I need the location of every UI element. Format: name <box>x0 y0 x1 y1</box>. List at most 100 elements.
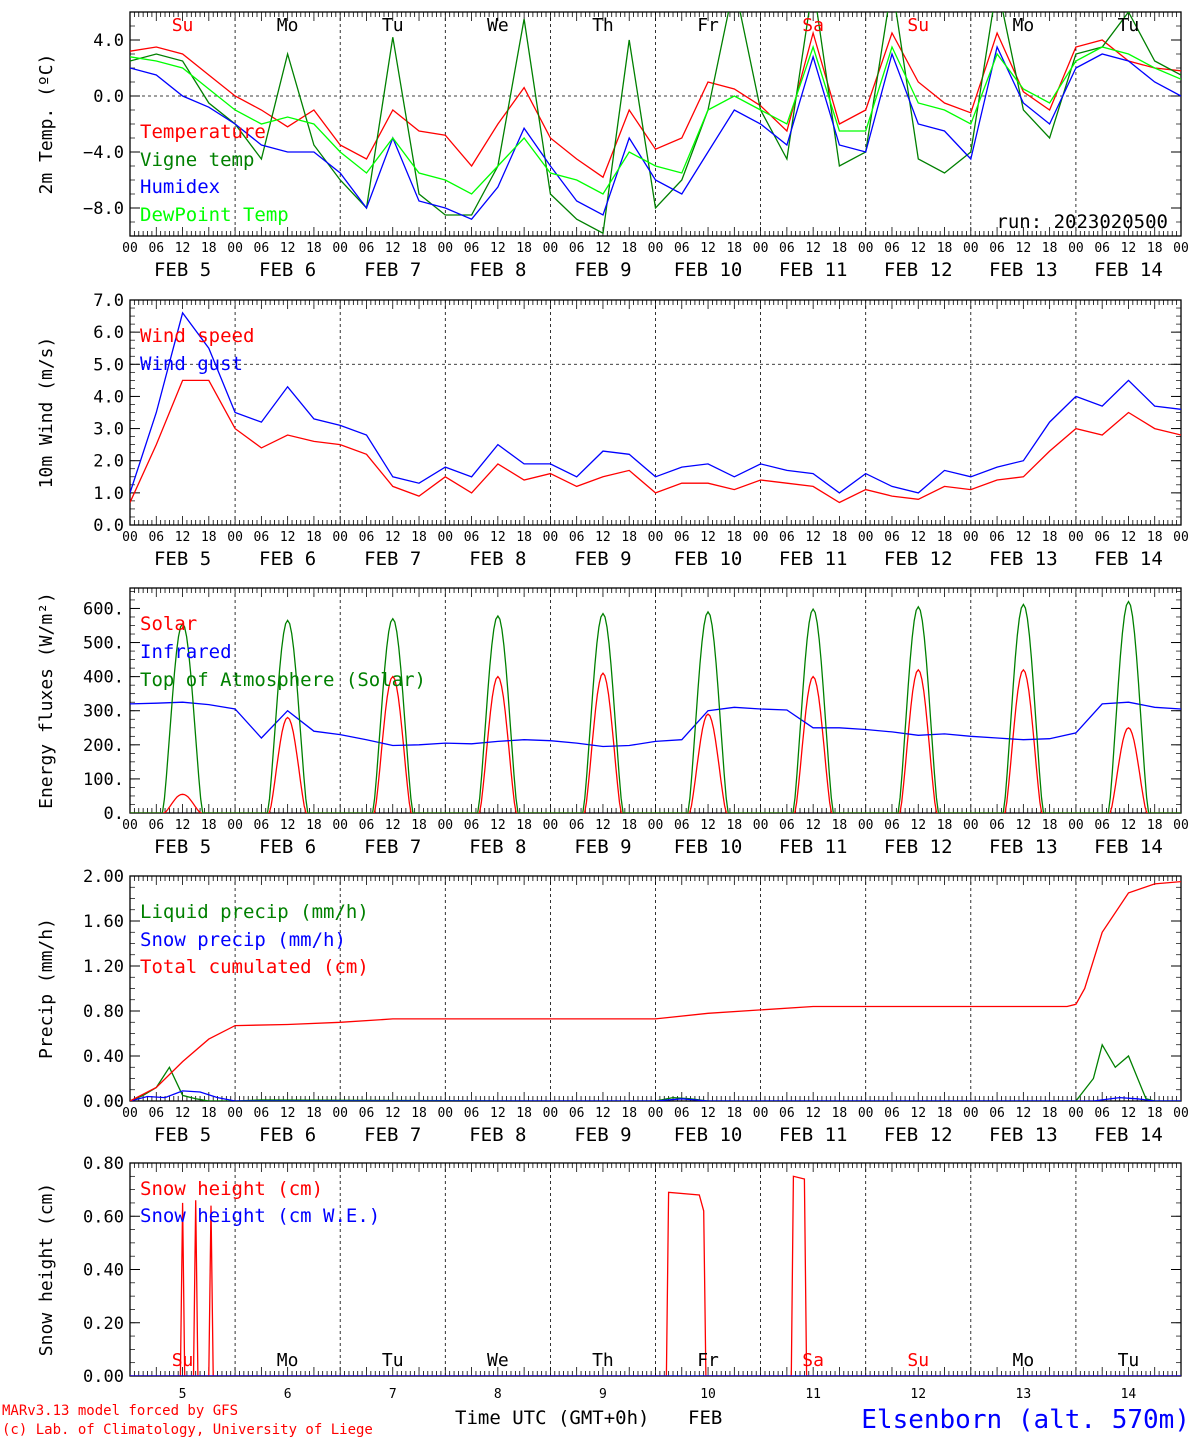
x-hour-tick-label: 12 <box>1121 1106 1137 1121</box>
y-tick-label: 0. <box>104 804 124 824</box>
x-hour-tick-label: 06 <box>464 530 480 545</box>
x-hour-tick-label: 12 <box>280 530 296 545</box>
y-tick-label: 4.0 <box>93 31 124 51</box>
x-day-number: 13 <box>1016 1387 1032 1402</box>
x-hour-tick-label: 06 <box>674 530 690 545</box>
x-hour-tick-label: 18 <box>201 241 217 256</box>
x-hour-tick-label: 00 <box>648 530 664 545</box>
x-hour-tick-label: 06 <box>254 530 270 545</box>
x-hour-tick-label: 06 <box>148 1106 164 1121</box>
x-hour-tick-label: 06 <box>884 1106 900 1121</box>
x-hour-tick-label: 18 <box>937 1106 953 1121</box>
x-hour-tick-label: 12 <box>910 530 926 545</box>
x-date-label: FEB 11 <box>779 259 848 281</box>
x-hour-tick-label: 00 <box>332 530 348 545</box>
x-date-label: FEB 13 <box>989 259 1058 281</box>
x-date-label: FEB 5 <box>154 259 211 281</box>
x-date-label: FEB 7 <box>364 1124 421 1146</box>
weekday-label: Su <box>907 15 929 36</box>
x-date-label: FEB 13 <box>989 836 1058 858</box>
x-hour-tick-label: 06 <box>989 1106 1005 1121</box>
x-hour-tick-label: 06 <box>779 530 795 545</box>
y-tick-label: 0.00 <box>83 1367 124 1387</box>
series-line-solar <box>130 668 1181 813</box>
x-date-label: FEB 9 <box>574 548 631 570</box>
y-tick-label: 2.00 <box>83 867 124 887</box>
legend-entry: DewPoint Temp <box>140 204 289 226</box>
weekday-label: Mo <box>1013 15 1035 36</box>
y-tick-label: 1.20 <box>83 957 124 977</box>
x-date-label: FEB 6 <box>259 548 316 570</box>
x-date-label: FEB 5 <box>154 836 211 858</box>
weekday-label: Tu <box>382 1350 404 1371</box>
y-tick-label: 0.00 <box>83 1092 124 1112</box>
legend-entry: Snow height (cm) <box>140 1178 323 1200</box>
x-date-label: FEB 8 <box>469 1124 526 1146</box>
x-date-label: FEB 9 <box>574 1124 631 1146</box>
x-hour-tick-label: 18 <box>411 1106 427 1121</box>
x-hour-tick-label: 00 <box>858 818 874 833</box>
x-hour-tick-label: 18 <box>201 1106 217 1121</box>
weekday-label: Tu <box>382 15 404 36</box>
x-hour-tick-label: 00 <box>437 818 453 833</box>
x-hour-tick-label: 00 <box>437 530 453 545</box>
x-axis-month-label: FEB <box>688 1407 722 1429</box>
x-hour-tick-label: 12 <box>490 530 506 545</box>
y-tick-label: −4.0 <box>83 143 124 163</box>
x-hour-tick-label: 18 <box>832 1106 848 1121</box>
series-line-liquid-precip-mm-h- <box>130 1043 1181 1101</box>
x-hour-tick-label: 00 <box>753 1106 769 1121</box>
x-hour-tick-label: 00 <box>963 818 979 833</box>
x-date-label: FEB 10 <box>674 836 743 858</box>
x-hour-tick-label: 18 <box>1042 530 1058 545</box>
x-date-label: FEB 12 <box>884 836 953 858</box>
weekday-label: Su <box>907 1350 929 1371</box>
x-date-label: FEB 10 <box>674 1124 743 1146</box>
x-hour-tick-label: 18 <box>516 241 532 256</box>
panel-frame <box>129 587 1182 814</box>
x-hour-tick-label: 18 <box>726 530 742 545</box>
x-date-label: FEB 8 <box>469 548 526 570</box>
x-hour-tick-label: 12 <box>280 241 296 256</box>
series-line-top-of-atmosphere-solar- <box>130 600 1181 813</box>
legend-entry: Vigne temp <box>140 149 254 171</box>
x-hour-tick-label: 00 <box>122 530 138 545</box>
panel-3: 0. 100. 200. 300. 400. 500. 600. Energy fluxes … <box>36 587 1189 858</box>
x-date-label: FEB 14 <box>1094 548 1163 570</box>
y-axis-title: Snow height (cm) <box>36 1183 57 1356</box>
x-hour-tick-label: 06 <box>359 241 375 256</box>
x-hour-tick-label: 12 <box>490 818 506 833</box>
x-date-label: FEB 12 <box>884 1124 953 1146</box>
x-hour-tick-label: 06 <box>884 241 900 256</box>
x-date-label: FEB 9 <box>574 836 631 858</box>
x-hour-tick-label: 00 <box>122 818 138 833</box>
x-hour-tick-label: 00 <box>227 530 243 545</box>
x-hour-tick-label: 00 <box>332 241 348 256</box>
x-hour-tick-label: 12 <box>385 241 401 256</box>
x-hour-tick-label: 12 <box>385 1106 401 1121</box>
x-hour-tick-label: 12 <box>175 1106 191 1121</box>
x-hour-tick-label: 00 <box>858 1106 874 1121</box>
x-hour-tick-label: 18 <box>516 530 532 545</box>
meteogram-panels: 4.0 0.0 −4.0 −8.0 2m Temp. (ºC) Temperature Vi… <box>36 11 1189 1402</box>
x-hour-tick-label: 18 <box>832 818 848 833</box>
x-hour-tick-label: 12 <box>385 818 401 833</box>
x-hour-tick-label: 18 <box>1147 818 1163 833</box>
weekday-label: Tu <box>1118 1350 1140 1371</box>
y-tick-label: 300. <box>83 702 124 722</box>
footer-copyright-line: (c) Lab. of Climatology, University of L… <box>2 1422 373 1438</box>
legend-entry: Snow height (cm W.E.) <box>140 1205 380 1227</box>
x-hour-tick-label: 18 <box>726 241 742 256</box>
x-hour-tick-label: 06 <box>254 818 270 833</box>
legend-entry: Infrared <box>140 641 232 663</box>
x-hour-tick-label: 12 <box>175 241 191 256</box>
station-label: Elsenborn (alt. 570m) <box>861 1405 1190 1435</box>
weekday-label: Fr <box>697 1350 719 1371</box>
x-hour-tick-label: 06 <box>569 241 585 256</box>
x-hour-tick-label: 06 <box>569 530 585 545</box>
y-tick-label: 6.0 <box>93 323 124 343</box>
x-hour-tick-label: 00 <box>1068 818 1084 833</box>
x-date-label: FEB 12 <box>884 548 953 570</box>
x-hour-tick-label: 00 <box>122 241 138 256</box>
series-line-infrared <box>130 701 1181 748</box>
